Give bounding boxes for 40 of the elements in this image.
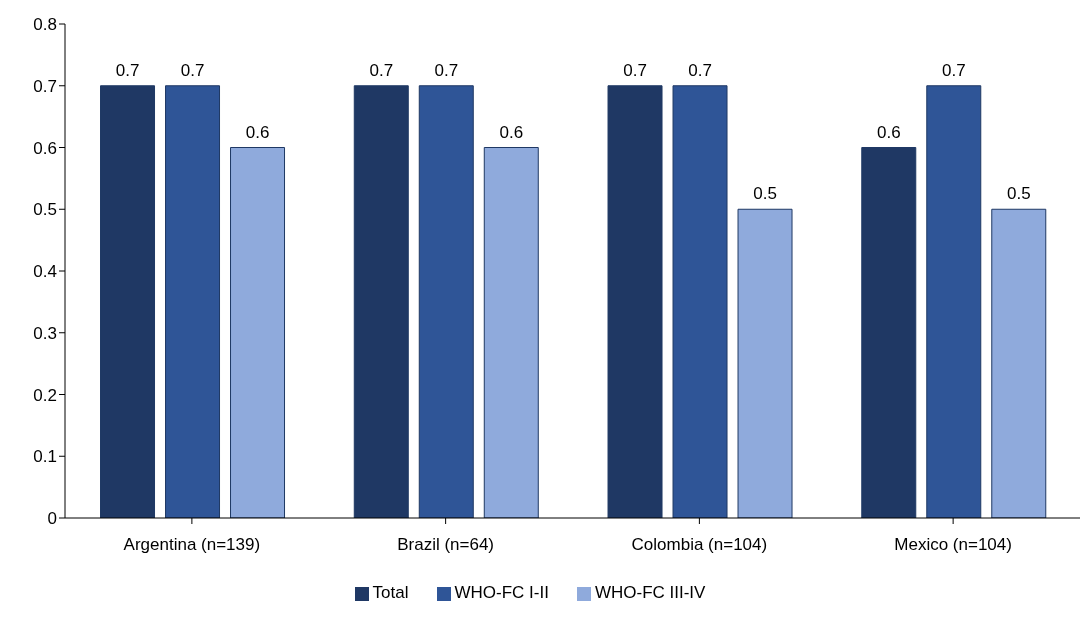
data-label: 0.5	[1006, 184, 1031, 204]
legend-label: Total	[372, 583, 409, 602]
x-tick-label: Mexico (n=104)	[894, 535, 1012, 555]
y-tick-label: 0.8	[33, 15, 57, 35]
data-label: 0.7	[180, 60, 205, 80]
bar	[418, 85, 474, 518]
bar	[861, 147, 917, 518]
y-tick-label: 0.1	[33, 447, 57, 467]
bar	[991, 208, 1047, 518]
legend-label: WHO-FC I-II	[454, 583, 549, 602]
data-label: 0.7	[688, 60, 712, 80]
y-tick-label: 0.5	[33, 200, 57, 220]
y-tick-label: 0	[47, 509, 57, 529]
legend-label: WHO-FC III-IV	[594, 583, 706, 602]
data-label: 0.7	[623, 60, 647, 80]
data-label: 0.6	[499, 122, 524, 142]
y-tick-label: 0.4	[33, 262, 57, 282]
bar	[483, 147, 539, 518]
data-label: 0.6	[876, 122, 901, 142]
x-tick-label: Brazil (n=64)	[397, 535, 495, 555]
data-label: 0.7	[434, 60, 459, 80]
data-label: 0.7	[941, 60, 966, 80]
bar	[165, 85, 221, 518]
bar	[672, 85, 728, 518]
y-tick-label: 0.3	[33, 323, 57, 343]
y-tick-label: 0.6	[33, 138, 57, 158]
y-tick-label: 0.2	[33, 385, 57, 405]
data-label: 0.7	[115, 60, 140, 80]
data-label: 0.7	[369, 60, 394, 80]
bar	[100, 85, 156, 518]
data-label: 0.5	[753, 184, 777, 204]
y-tick-label: 0.7	[33, 76, 57, 96]
bar	[737, 208, 793, 518]
data-label: 0.6	[245, 122, 270, 142]
x-tick-label: Argentina (n=139)	[123, 535, 261, 555]
bar	[926, 85, 982, 518]
bar	[607, 85, 663, 518]
bar	[353, 85, 409, 518]
x-tick-label: Colombia (n=104)	[631, 535, 768, 555]
bar	[230, 147, 286, 518]
